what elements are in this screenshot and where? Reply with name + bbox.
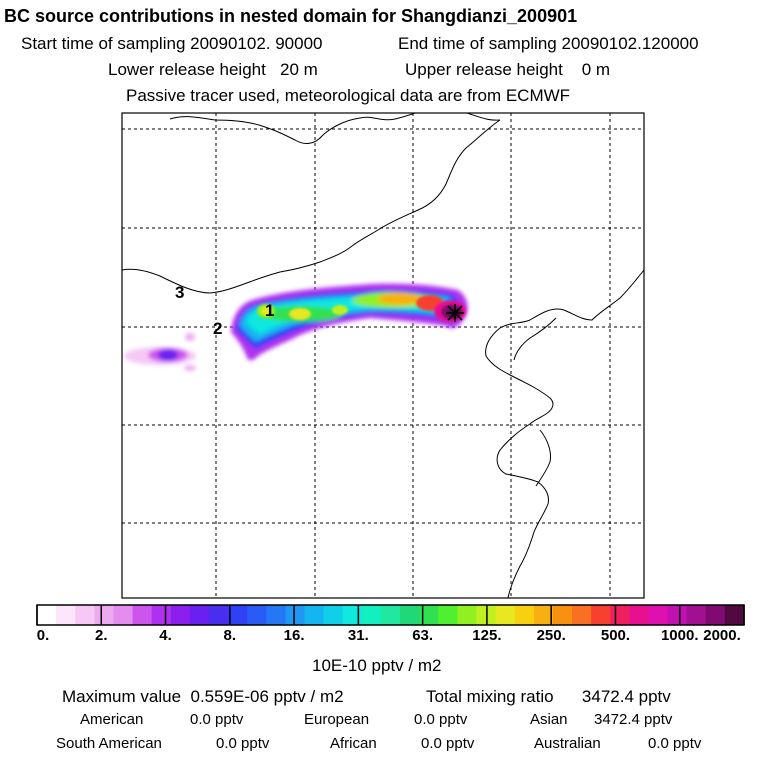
colorbar-cell (247, 605, 267, 625)
colorbar-cell (591, 605, 611, 625)
trajectory-marker-3: 3 (175, 283, 184, 302)
region-african-name: African (330, 735, 377, 752)
colorbar-cell (514, 605, 535, 625)
total-mixing-ratio-label: Total mixing ratio (426, 687, 554, 706)
colorbar-cell (189, 605, 210, 625)
colorbar-cell (533, 605, 554, 625)
figure-title: BC source contributions in nested domain… (4, 6, 578, 26)
colorbar-cell (629, 605, 650, 625)
colorbar-tick-label: 2. (95, 627, 108, 644)
shandong-coast (535, 429, 551, 487)
colorbar-tick-label: 8. (223, 627, 237, 644)
tracer-note: Passive tracer used, meteorological data… (126, 86, 571, 105)
upper-release-value: 0 m (581, 60, 611, 79)
colorbar-tick-label: 4. (159, 627, 172, 644)
region-south-american-value: 0.0 pptv (216, 735, 270, 752)
lower-release-height: Lower release height 20 m (108, 60, 318, 80)
colorbar-cell (75, 605, 95, 625)
colorbar-cell (361, 605, 382, 625)
colorbar-cell (495, 605, 516, 625)
colorbar-cell (266, 605, 287, 625)
colorbar-cell (667, 605, 688, 625)
colorbar-tick-label: 0. (36, 627, 50, 644)
colorbar-cell (132, 605, 153, 625)
colorbar-cell (457, 605, 478, 625)
colorbar-cell (705, 605, 726, 625)
colorbar-frame (36, 604, 745, 626)
colorbar-cell (342, 605, 363, 625)
region-australian-value: 0.0 pptv (648, 735, 702, 752)
colorbar-cell (552, 605, 573, 625)
region-american-name: American (80, 711, 144, 728)
colorbar-tick-label: 16. (283, 627, 305, 644)
start-time: Start time of sampling 20090102. 90000 (21, 34, 323, 54)
colorbar-cell (56, 605, 76, 625)
colorbar-cell (648, 605, 669, 625)
region-african-value: 0.0 pptv (421, 735, 475, 752)
colorbar-cell (228, 605, 248, 625)
colorbar-cell (285, 605, 306, 625)
colorbar-cell (170, 605, 191, 625)
colorbar-tick-label: 250. (536, 627, 566, 644)
region-asian-name: Asian (530, 711, 568, 728)
colorbar-cell (438, 605, 458, 625)
colorbar-cell (724, 605, 745, 625)
colorbar-cell (208, 605, 229, 625)
source-plume (124, 283, 468, 371)
colorbar-tick-label: 125. (472, 627, 502, 644)
colorbar (36, 604, 745, 626)
receptor-star (446, 304, 464, 322)
colorbar-cell (686, 605, 707, 625)
colorbar-tick-label: 1000. (660, 627, 699, 644)
start-time-label: Start time of sampling (21, 34, 186, 53)
region-south-american-name: South American (56, 735, 162, 752)
lat-lon-grid (122, 113, 644, 598)
korea-coast (485, 269, 644, 598)
maximum-value-label: Maximum value (62, 687, 182, 706)
colorbar-tick-label: 2000. (703, 627, 741, 644)
map-frame (121, 112, 645, 599)
northern-border (169, 113, 501, 144)
coastlines (122, 113, 644, 598)
region-australian-name: Australian (534, 735, 601, 752)
region-american-value: 0.0 pptv (190, 711, 244, 728)
colorbar-tick-label: 63. (412, 627, 434, 644)
maximum-value: Maximum value 0.559E-06 pptv / m2 (62, 687, 344, 707)
colorbar-cell (151, 605, 172, 625)
trajectory-marker-2: 2 (213, 319, 222, 338)
colorbar-cell (419, 605, 439, 625)
region-european-value: 0.0 pptv (414, 711, 468, 728)
source-contribution-map: 1 2 3 (121, 112, 645, 599)
colorbar-cells (37, 605, 745, 625)
upper-release-height: Upper release height 0 m (405, 60, 610, 80)
end-time-label: End time of sampling (398, 34, 557, 53)
colorbar-cell (37, 605, 57, 625)
colorbar-cell (323, 605, 344, 625)
end-time: End time of sampling 20090102.120000 (398, 34, 699, 54)
colorbar-cell (380, 605, 401, 625)
colorbar-cell (572, 605, 592, 625)
lower-release-label: Lower release height (108, 60, 266, 79)
northeast-border (122, 119, 501, 294)
bohai-coast (513, 317, 557, 361)
region-european-name: European (304, 711, 370, 728)
colorbar-tick-label: 500. (600, 627, 631, 644)
colorbar-cell (94, 605, 115, 625)
total-mixing-ratio: Total mixing ratio 3472.4 pptv (426, 687, 671, 707)
total-mixing-ratio-value: 3472.4 pptv (581, 687, 671, 706)
region-asian-value: 3472.4 pptv (594, 711, 673, 728)
maximum-value-number: 0.559E-06 pptv / m2 (190, 687, 344, 706)
trajectory-marker-1: 1 (265, 301, 274, 320)
colorbar-cell (304, 605, 325, 625)
lower-release-value: 20 m (280, 60, 318, 79)
colorbar-cell (113, 605, 134, 625)
colorbar-units: 10E-10 pptv / m2 (312, 656, 442, 675)
end-time-value: 20090102.120000 (561, 34, 699, 53)
colorbar-cell (610, 605, 630, 625)
start-time-value: 20090102. 90000 (190, 34, 323, 53)
upper-release-label: Upper release height (405, 60, 563, 79)
colorbar-tick-label: 31. (347, 627, 369, 644)
colorbar-cell (400, 605, 420, 625)
